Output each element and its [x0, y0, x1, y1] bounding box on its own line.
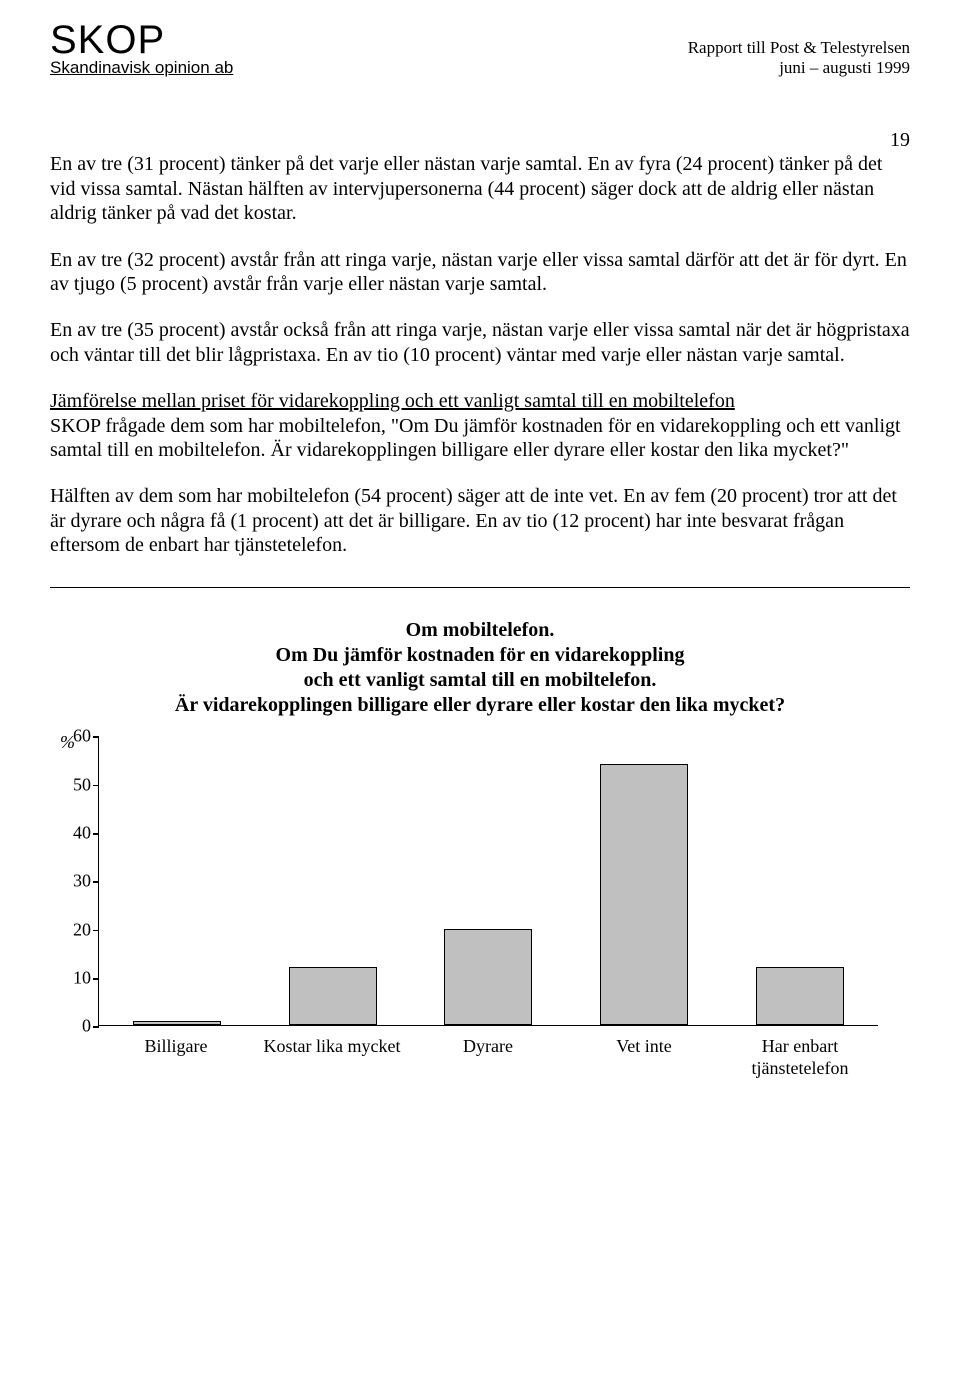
y-tick-mark [93, 833, 99, 835]
bar-slot [99, 736, 255, 1025]
page-number: 19 [50, 128, 910, 152]
header-right: Rapport till Post & Telestyrelsen juni –… [688, 38, 910, 78]
bar [600, 764, 688, 1025]
bar [756, 967, 844, 1025]
divider [50, 587, 910, 588]
paragraph-4-heading: Jämförelse mellan priset för vidarekoppl… [50, 390, 735, 412]
paragraph-4: Jämförelse mellan priset för vidarekoppl… [50, 389, 910, 462]
chart-block: Om mobiltelefon. Om Du jämför kostnaden … [50, 618, 910, 1079]
y-tick-mark [93, 881, 99, 883]
y-tick-mark [93, 1026, 99, 1028]
y-tick-mark [93, 978, 99, 980]
chart-title-line4: Är vidarekopplingen billigare eller dyra… [175, 694, 785, 716]
report-date: juni – augusti 1999 [688, 58, 910, 78]
paragraph-2: En av tre (32 procent) avstår från att r… [50, 248, 910, 297]
x-axis-label: Kostar lika mycket [254, 1036, 410, 1079]
chart-title-line3: och ett vanligt samtal till en mobiltele… [304, 669, 657, 691]
page: SKOP Skandinavisk opinion ab Rapport til… [0, 0, 960, 1120]
chart: % 0102030405060 BilligareKostar lika myc… [60, 736, 880, 1079]
report-recipient: Rapport till Post & Telestyrelsen [688, 38, 910, 58]
x-axis-label: Har enbart tjänstetelefon [722, 1036, 878, 1079]
x-axis-labels: BilligareKostar lika mycketDyrareVet int… [98, 1036, 878, 1079]
bar [444, 929, 532, 1026]
chart-title-line1: Om mobiltelefon. [406, 619, 555, 641]
bar-slot [566, 736, 722, 1025]
chart-title: Om mobiltelefon. Om Du jämför kostnaden … [70, 618, 890, 718]
y-tick-mark [93, 930, 99, 932]
bar [289, 967, 377, 1025]
page-header: SKOP Skandinavisk opinion ab Rapport til… [50, 20, 910, 78]
paragraph-4-body: SKOP frågade dem som har mobiltelefon, "… [50, 415, 901, 461]
y-tick-mark [93, 736, 99, 738]
chart-plot-area: 0102030405060 [98, 736, 878, 1026]
y-tick-mark [93, 785, 99, 787]
bar [133, 1021, 221, 1026]
paragraph-3: En av tre (35 procent) avstår också från… [50, 318, 910, 367]
paragraph-1: En av tre (31 procent) tänker på det var… [50, 152, 910, 225]
body-text: 19 En av tre (31 procent) tänker på det … [50, 128, 910, 557]
x-axis-label: Billigare [98, 1036, 254, 1079]
bar-slot [722, 736, 878, 1025]
x-axis-label: Dyrare [410, 1036, 566, 1079]
paragraph-5: Hälften av dem som har mobiltelefon (54 … [50, 484, 910, 557]
bar-slot [411, 736, 567, 1025]
bar-slot [255, 736, 411, 1025]
chart-title-line2: Om Du jämför kostnaden för en vidarekopp… [276, 644, 685, 666]
x-axis-label: Vet inte [566, 1036, 722, 1079]
chart-bars [99, 736, 878, 1025]
